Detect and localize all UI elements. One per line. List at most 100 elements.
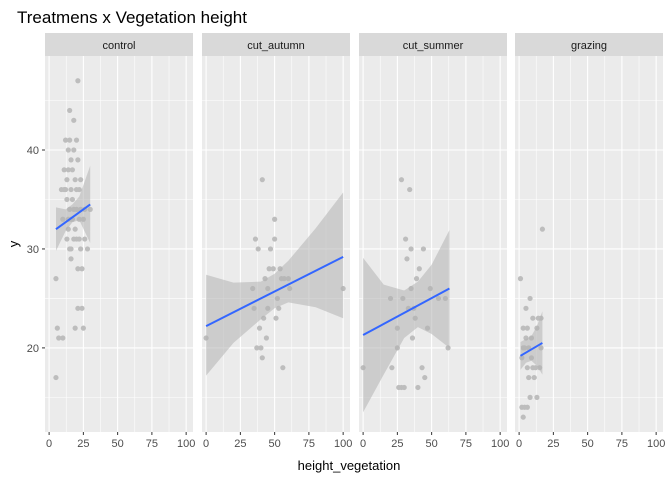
data-point — [75, 305, 81, 311]
data-point — [419, 365, 425, 371]
chart-title: Treatmens x Vegetation height — [17, 8, 247, 27]
facet-cut-autumn: cut_autumn 0 25 50 75 100 — [202, 33, 352, 450]
x-tick-label: 100 — [647, 438, 665, 450]
facet-strip — [45, 33, 193, 56]
regression-line — [205, 255, 344, 328]
data-point — [263, 335, 270, 341]
data-point — [524, 365, 530, 371]
data-point — [68, 256, 74, 262]
data-point — [76, 236, 82, 242]
x-tick-label: 75 — [616, 438, 628, 450]
data-point — [270, 266, 276, 272]
confidence-band — [363, 230, 450, 413]
data-point — [54, 325, 60, 331]
data-point — [259, 355, 265, 361]
data-point — [75, 266, 81, 272]
data-point — [254, 345, 260, 351]
x-axis-title: height_vegetation — [298, 458, 401, 473]
x-tick-label: 25 — [547, 438, 559, 450]
x-tick-label: 0 — [516, 438, 522, 450]
x-tick-label: 75 — [460, 438, 472, 450]
data-point — [527, 295, 533, 302]
data-point — [67, 137, 73, 143]
data-point — [398, 177, 405, 183]
facet-strip — [359, 33, 507, 56]
data-point — [256, 325, 263, 331]
data-point — [420, 246, 427, 252]
data-point — [531, 374, 537, 381]
data-point — [73, 186, 80, 193]
data-point — [68, 186, 74, 193]
data-point — [539, 226, 546, 232]
x-tick-label: 25 — [77, 438, 89, 450]
x-tick-label: 25 — [234, 438, 246, 450]
panel-background — [515, 56, 663, 432]
data-point — [72, 226, 78, 232]
x-tick-label: 50 — [582, 438, 594, 450]
data-point — [64, 236, 70, 242]
data-point — [527, 394, 533, 400]
data-point — [252, 236, 259, 242]
data-point — [409, 335, 416, 341]
data-point — [61, 167, 67, 173]
facet-strip-label: cut_autumn — [247, 40, 304, 52]
facet-strip-label: control — [102, 40, 135, 52]
data-point — [526, 374, 532, 381]
data-point — [69, 196, 76, 203]
y-axis: 20 30 40 — [27, 145, 45, 355]
data-point — [75, 157, 81, 163]
data-point — [64, 196, 70, 203]
y-axis-title: y — [6, 240, 21, 247]
data-point — [78, 177, 84, 183]
x-tick-label: 100 — [491, 438, 509, 450]
x-tick-label: 25 — [391, 438, 403, 450]
data-point — [266, 266, 272, 272]
x-tick-label: 0 — [46, 438, 52, 450]
data-point — [62, 186, 69, 193]
data-point — [272, 236, 278, 242]
data-point — [408, 246, 414, 252]
data-point — [72, 177, 78, 183]
data-point — [517, 276, 524, 282]
panel-background — [45, 56, 193, 432]
data-point — [530, 315, 536, 321]
facet-strip-label: cut_summer — [403, 40, 464, 52]
data-point — [280, 365, 286, 371]
data-point — [80, 325, 86, 331]
data-point — [79, 266, 85, 272]
data-point — [534, 394, 540, 400]
facet-strip-label: grazing — [571, 40, 607, 52]
facet-strip — [515, 33, 663, 56]
facet-strip — [202, 33, 350, 56]
x-tick-label: 50 — [269, 438, 281, 450]
data-point — [523, 305, 529, 311]
data-point — [259, 177, 265, 183]
data-point — [255, 246, 261, 252]
data-point — [65, 167, 71, 173]
x-tick-label: 0 — [360, 438, 366, 450]
y-tick-label: 40 — [27, 145, 39, 157]
x-tick-label: 50 — [112, 438, 124, 450]
data-point — [67, 107, 73, 114]
data-point — [402, 236, 409, 242]
data-point — [404, 256, 410, 262]
data-point — [84, 246, 91, 252]
data-point — [389, 365, 395, 371]
data-point — [273, 315, 279, 321]
data-point — [71, 117, 77, 123]
data-point — [267, 246, 274, 252]
facet-control: control 0 25 50 75 100 — [45, 33, 195, 450]
data-point — [416, 266, 422, 272]
data-point — [67, 246, 73, 252]
data-point — [79, 305, 85, 311]
regression-line — [519, 342, 543, 357]
x-tick-label: 100 — [177, 438, 195, 450]
data-point — [520, 414, 526, 420]
data-point — [56, 335, 62, 341]
data-point — [68, 157, 74, 163]
data-point — [60, 335, 66, 341]
data-point — [524, 404, 530, 410]
data-point — [78, 246, 84, 252]
x-tick-label: 75 — [146, 438, 158, 450]
